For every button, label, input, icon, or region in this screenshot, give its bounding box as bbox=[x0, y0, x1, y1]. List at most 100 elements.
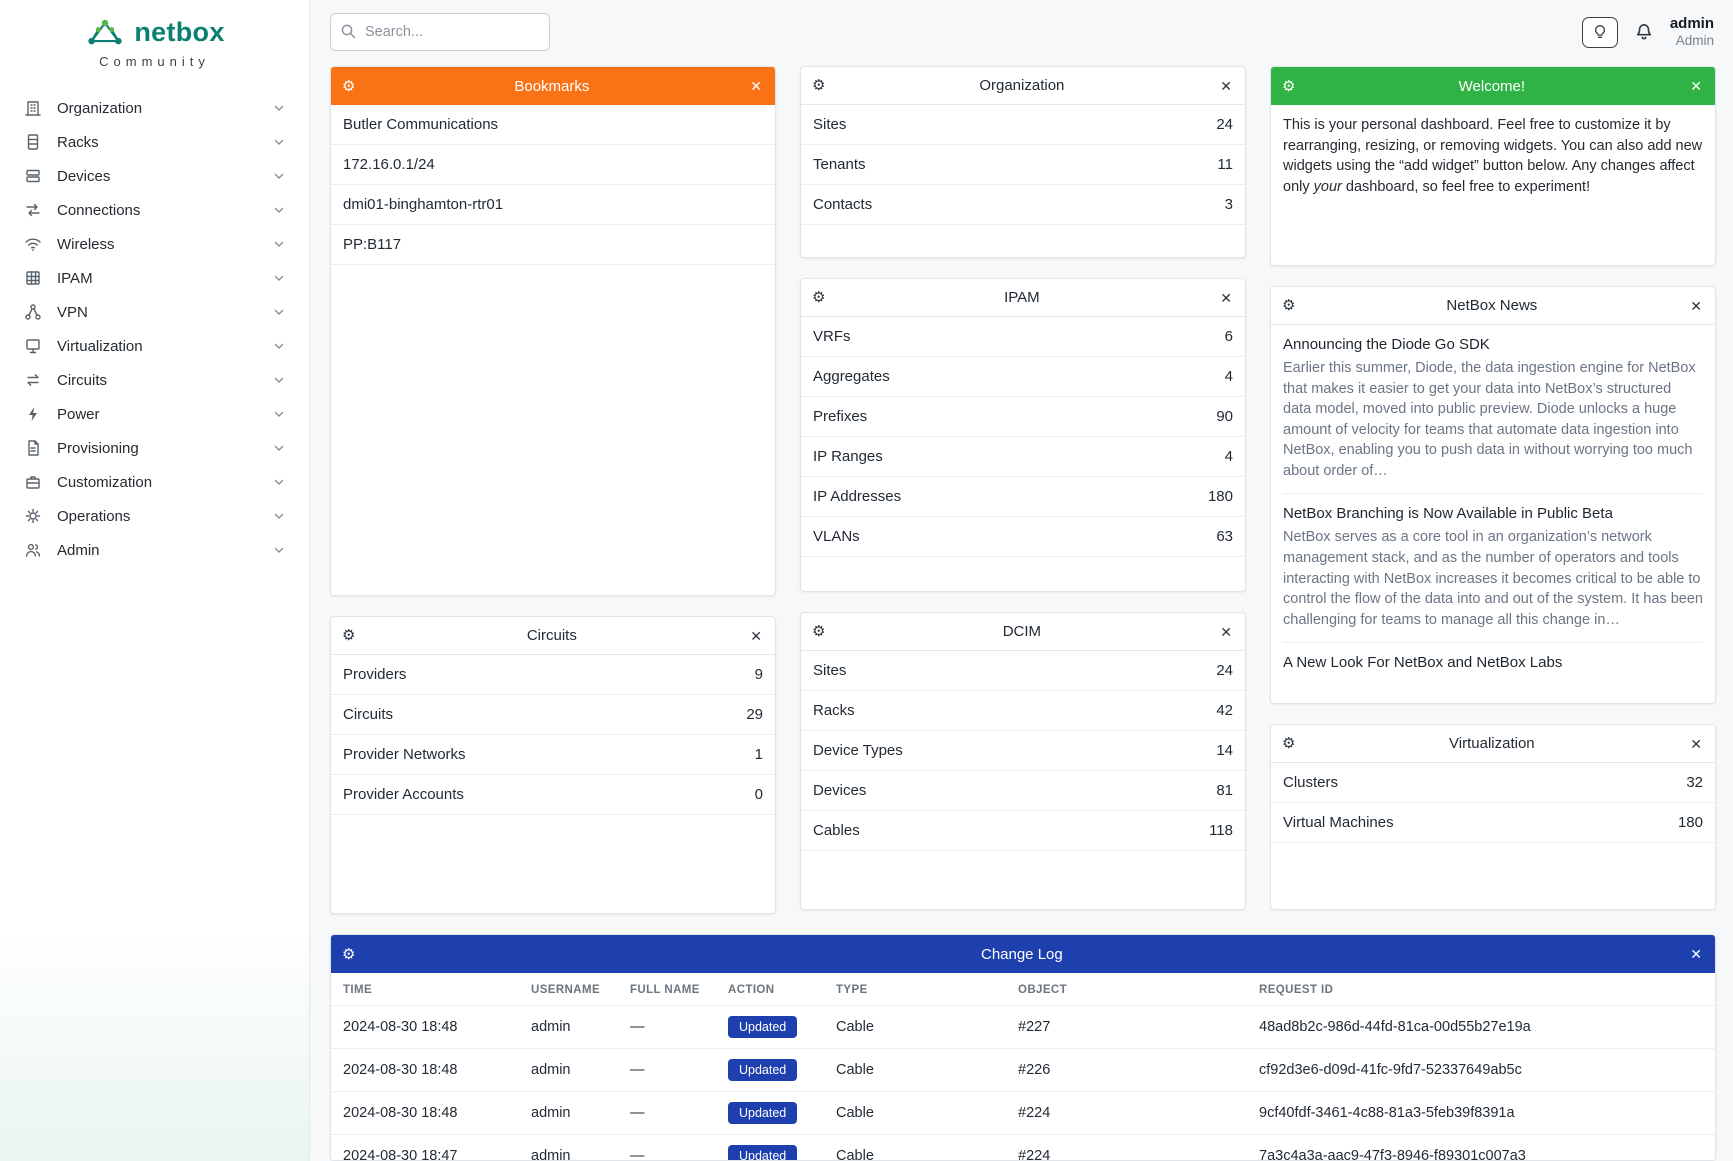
stat-label[interactable]: VRFs bbox=[813, 328, 851, 345]
changelog-time-link[interactable]: 2024-08-30 18:47 bbox=[331, 1134, 519, 1160]
search-box bbox=[330, 13, 550, 51]
search-input[interactable] bbox=[330, 13, 550, 51]
changelog-request-id-link[interactable]: 48ad8b2c-986d-44fd-81ca-00d55b27e19a bbox=[1247, 1005, 1715, 1049]
stat-label[interactable]: Circuits bbox=[343, 706, 394, 723]
column-header-object: Object bbox=[1018, 984, 1068, 996]
stat-label[interactable]: Virtual Machines bbox=[1283, 814, 1394, 831]
changelog-time-link[interactable]: 2024-08-30 18:48 bbox=[331, 1005, 519, 1049]
sidebar-item-connections[interactable]: Connections bbox=[10, 193, 299, 227]
stat-label[interactable]: Tenants bbox=[813, 156, 866, 173]
sidebar-item-circuits[interactable]: Circuits bbox=[10, 363, 299, 397]
sidebar-item-wireless[interactable]: Wireless bbox=[10, 227, 299, 261]
close-icon[interactable]: ✕ bbox=[1690, 735, 1702, 752]
changelog-object-link[interactable]: #226 bbox=[1006, 1048, 1247, 1092]
stat-label[interactable]: Provider Networks bbox=[343, 746, 466, 763]
virtualization-widget-header: ⚙ Virtualization ✕ bbox=[1271, 725, 1715, 763]
sidebar-item-admin[interactable]: Admin bbox=[10, 533, 299, 567]
gear-icon[interactable]: ⚙ bbox=[342, 627, 356, 644]
close-icon[interactable]: ✕ bbox=[1690, 946, 1702, 962]
stat-value: 90 bbox=[1216, 408, 1233, 425]
gear-icon[interactable]: ⚙ bbox=[812, 623, 826, 640]
changelog-row: 2024-08-30 18:47 admin — Updated Cable #… bbox=[331, 1134, 1715, 1160]
changelog-request-id-link[interactable]: cf92d3e6-d09d-41fc-9fd7-52337649ab5c bbox=[1247, 1048, 1715, 1092]
chevron-down-icon bbox=[273, 408, 285, 420]
stat-label[interactable]: Devices bbox=[813, 782, 867, 799]
stat-label[interactable]: Device Types bbox=[813, 742, 903, 759]
notifications-button[interactable] bbox=[1634, 22, 1654, 42]
sidebar-item-devices[interactable]: Devices bbox=[10, 159, 299, 193]
user-menu[interactable]: admin Admin bbox=[1670, 15, 1714, 49]
close-icon[interactable]: ✕ bbox=[1690, 78, 1702, 94]
stat-label[interactable]: Providers bbox=[343, 666, 407, 683]
widget-title: Organization bbox=[979, 77, 1065, 94]
news-article-title[interactable]: Announcing the Diode Go SDK bbox=[1283, 336, 1490, 353]
bookmark-item[interactable]: Butler Communications bbox=[331, 105, 775, 145]
changelog-time-link[interactable]: 2024-08-30 18:48 bbox=[331, 1091, 519, 1135]
stat-row: Cables 118 bbox=[801, 811, 1245, 851]
stat-label[interactable]: Cables bbox=[813, 822, 860, 839]
stat-label[interactable]: Clusters bbox=[1283, 774, 1339, 791]
bookmark-item[interactable]: 172.16.0.1/24 bbox=[331, 145, 775, 185]
stat-label[interactable]: Sites bbox=[813, 662, 847, 679]
action-badge: Updated bbox=[728, 1145, 798, 1160]
close-icon[interactable]: ✕ bbox=[750, 78, 762, 94]
close-icon[interactable]: ✕ bbox=[1220, 289, 1232, 306]
column-header-username: Username bbox=[531, 984, 601, 996]
bookmark-item[interactable]: dmi01-binghamton-rtr01 bbox=[331, 185, 775, 225]
stat-label[interactable]: Racks bbox=[813, 702, 855, 719]
sidebar-item-ipam[interactable]: IPAM bbox=[10, 261, 299, 295]
close-icon[interactable]: ✕ bbox=[1220, 623, 1232, 640]
news-article: A New Look For NetBox and NetBox Labs bbox=[1283, 643, 1703, 688]
stat-row: Virtual Machines 180 bbox=[1271, 803, 1715, 843]
gear-icon[interactable]: ⚙ bbox=[342, 77, 356, 95]
gear-icon[interactable]: ⚙ bbox=[1282, 735, 1296, 752]
changelog-request-id-link[interactable]: 9cf40fdf-3461-4c88-81a3-5feb39f8391a bbox=[1247, 1091, 1715, 1135]
gear-icon[interactable]: ⚙ bbox=[342, 945, 356, 963]
changelog-object-link[interactable]: #224 bbox=[1006, 1091, 1247, 1135]
widget-title: DCIM bbox=[1002, 623, 1042, 640]
sidebar-item-customization[interactable]: Customization bbox=[10, 465, 299, 499]
close-icon[interactable]: ✕ bbox=[1690, 297, 1702, 314]
changelog-row: 2024-08-30 18:48 admin — Updated Cable #… bbox=[331, 1048, 1715, 1092]
theme-toggle-button[interactable] bbox=[1581, 16, 1618, 48]
sidebar-item-operations[interactable]: Operations bbox=[10, 499, 299, 533]
sidebar-item-vpn[interactable]: VPN bbox=[10, 295, 299, 329]
changelog-object-link[interactable]: #227 bbox=[1006, 1005, 1247, 1049]
stat-row: Providers 9 bbox=[331, 655, 775, 695]
stat-label[interactable]: IP Ranges bbox=[813, 448, 883, 465]
chevron-down-icon bbox=[273, 136, 285, 148]
stat-label[interactable]: VLANs bbox=[813, 528, 860, 545]
stat-label[interactable]: Provider Accounts bbox=[343, 786, 464, 803]
brand[interactable]: netbox Community bbox=[0, 0, 309, 73]
gear-icon[interactable]: ⚙ bbox=[812, 289, 826, 306]
stat-label[interactable]: Prefixes bbox=[813, 408, 868, 425]
close-icon[interactable]: ✕ bbox=[750, 627, 762, 644]
welcome-text-after: dashboard, so feel free to experiment! bbox=[1341, 179, 1591, 196]
sidebar-item-organization[interactable]: Organization bbox=[10, 91, 299, 125]
gear-icon[interactable]: ⚙ bbox=[812, 77, 826, 94]
news-article-title[interactable]: NetBox Branching is Now Available in Pub… bbox=[1283, 505, 1613, 523]
news-article-title[interactable]: A New Look For NetBox and NetBox Labs bbox=[1283, 654, 1563, 672]
stat-label[interactable]: Contacts bbox=[813, 196, 873, 213]
changelog-header-row: Time Username Full Name Action Type Obje… bbox=[331, 973, 1715, 1006]
sidebar-item-virtualization[interactable]: Virtualization bbox=[10, 329, 299, 363]
sidebar-item-label: Operations bbox=[57, 507, 131, 525]
sidebar-item-provisioning[interactable]: Provisioning bbox=[10, 431, 299, 465]
sidebar-item-label: Circuits bbox=[57, 371, 108, 389]
changelog-request-id-link[interactable]: 7a3c4a3a-aac9-47f3-8946-f89301c007a3 bbox=[1247, 1134, 1715, 1160]
chevron-down-icon bbox=[273, 306, 285, 318]
close-icon[interactable]: ✕ bbox=[1220, 77, 1232, 94]
changelog-time-link[interactable]: 2024-08-30 18:48 bbox=[331, 1048, 519, 1092]
sidebar-item-power[interactable]: Power bbox=[10, 397, 299, 431]
gear-icon[interactable]: ⚙ bbox=[1282, 297, 1296, 314]
bookmark-item[interactable]: PP:B117 bbox=[331, 225, 775, 265]
sidebar-item-racks[interactable]: Racks bbox=[10, 125, 299, 159]
gear-icon[interactable]: ⚙ bbox=[1282, 77, 1296, 95]
stat-label[interactable]: IP Addresses bbox=[813, 488, 902, 505]
chevron-down-icon bbox=[273, 340, 285, 352]
stat-label[interactable]: Aggregates bbox=[813, 368, 890, 385]
stat-label[interactable]: Sites bbox=[813, 116, 847, 133]
ipam-grid-icon bbox=[24, 269, 44, 287]
changelog-object-link[interactable]: #224 bbox=[1006, 1134, 1247, 1160]
